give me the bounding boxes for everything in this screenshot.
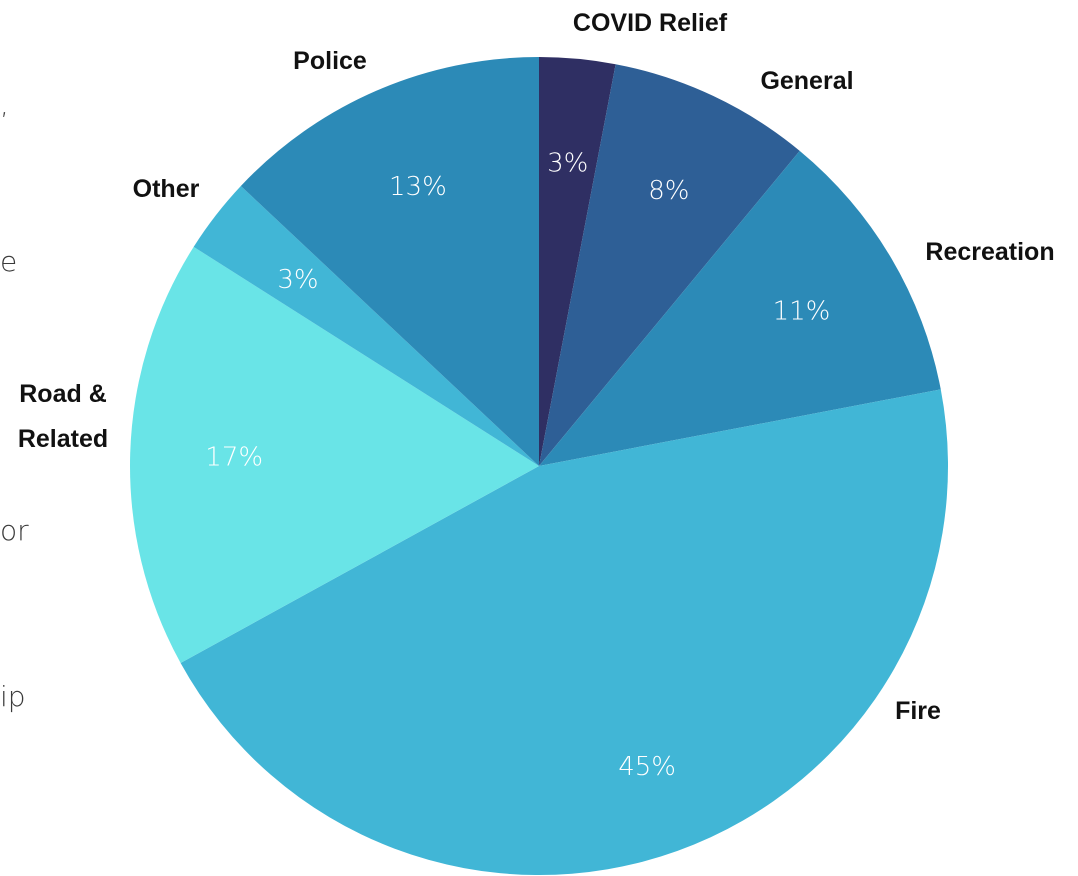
slice-category-label-line: COVID Relief <box>573 9 728 37</box>
slice-category-label-line: General <box>760 67 853 95</box>
slice-category-label: General <box>760 67 853 95</box>
slice-category-label-line: Related <box>18 425 108 453</box>
edge-text-fragment: , <box>0 88 9 121</box>
slice-percent-label: 17% <box>205 442 263 472</box>
slice-category-label: COVID Relief <box>573 9 728 37</box>
pie-slice-other <box>193 186 540 466</box>
pie-slice-police <box>240 57 539 466</box>
slice-category-label-line: Other <box>133 175 200 203</box>
slice-percent-label: 8% <box>648 176 689 206</box>
edge-text-fragment: ip <box>0 680 26 713</box>
slice-category-label-line: Recreation <box>925 238 1054 266</box>
slice-percent-label: 3% <box>277 265 318 295</box>
slice-percent-label: 45% <box>618 752 676 782</box>
slice-category-label-line: Fire <box>895 697 941 725</box>
slice-percent-label: 11% <box>773 297 831 327</box>
slice-category-label-line: Police <box>293 47 367 75</box>
edge-text-fragment: or <box>0 514 29 547</box>
pie-slice-fire <box>180 389 949 876</box>
slice-category-label: Recreation <box>925 238 1054 266</box>
slice-category-label: Fire <box>895 697 941 725</box>
slice-category-label: Other <box>133 175 200 203</box>
slice-category-label: Police <box>293 47 367 75</box>
left-edge-text-column: , e or ip <box>0 0 32 876</box>
pie-slices <box>129 57 949 876</box>
pie-slice-recreation <box>539 150 941 467</box>
pie-slice-general <box>539 64 800 467</box>
percent-labels: 3% 8% 11% 45% 17% 3% 13% <box>205 148 830 782</box>
slice-category-label: Road & Related <box>18 380 108 453</box>
slice-percent-label: 13% <box>389 172 447 202</box>
edge-text-fragment: e <box>0 245 18 278</box>
slice-category-label-line: Road & <box>19 380 107 408</box>
pie-slice-covid-relief <box>539 57 616 466</box>
pie-slice-road-related <box>129 246 539 664</box>
slice-percent-label: 3% <box>547 148 588 178</box>
